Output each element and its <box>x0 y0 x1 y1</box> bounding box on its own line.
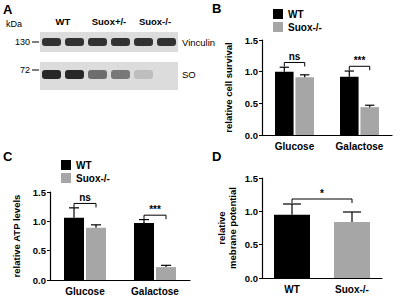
svg-text:1.0: 1.0 <box>245 66 258 77</box>
svg-text:*: * <box>320 188 324 199</box>
svg-text:1.5: 1.5 <box>245 173 259 184</box>
svg-text:***: *** <box>354 55 366 66</box>
svg-text:Suox-/-: Suox-/- <box>288 22 322 33</box>
svg-text:ns: ns <box>289 51 301 62</box>
svg-text:relative: relative <box>216 211 227 244</box>
svg-text:Glucose: Glucose <box>65 286 105 297</box>
svg-text:WT: WT <box>288 9 304 20</box>
svg-text:WT: WT <box>76 160 92 171</box>
svg-text:WT: WT <box>284 284 300 295</box>
svg-text:A: A <box>3 2 13 17</box>
svg-text:Galactose: Galactose <box>336 141 384 152</box>
svg-text:0.0: 0.0 <box>245 130 258 141</box>
svg-text:130: 130 <box>15 37 30 47</box>
svg-text:Suox-/-: Suox-/- <box>76 173 110 184</box>
svg-text:kDa: kDa <box>6 19 22 29</box>
svg-text:Suox+/-: Suox+/- <box>92 16 127 27</box>
svg-text:72: 72 <box>20 65 30 75</box>
svg-text:0.5: 0.5 <box>33 245 47 256</box>
svg-text:SO: SO <box>182 69 196 80</box>
svg-text:***: *** <box>149 204 161 215</box>
svg-text:0.0: 0.0 <box>33 275 46 286</box>
svg-text:Suox-/-: Suox-/- <box>139 16 171 27</box>
svg-text:relative ATP levels: relative ATP levels <box>11 195 22 278</box>
svg-text:1.5: 1.5 <box>245 35 259 46</box>
svg-text:B: B <box>212 1 221 16</box>
svg-text:relative cell survival: relative cell survival <box>223 42 234 132</box>
svg-text:0.0: 0.0 <box>245 273 258 284</box>
svg-text:0.5: 0.5 <box>245 239 259 250</box>
svg-text:mebrane potential: mebrane potential <box>227 187 238 269</box>
svg-text:Suox-/-: Suox-/- <box>335 284 369 295</box>
svg-text:Galactose: Galactose <box>131 286 179 297</box>
svg-text:ns: ns <box>79 192 91 203</box>
svg-text:0.5: 0.5 <box>245 98 259 109</box>
svg-text:1.0: 1.0 <box>33 216 46 227</box>
svg-text:Vinculin: Vinculin <box>182 37 215 48</box>
svg-text:Glucose: Glucose <box>275 141 315 152</box>
svg-text:D: D <box>212 149 221 164</box>
svg-text:C: C <box>3 149 13 164</box>
svg-text:WT: WT <box>56 16 71 27</box>
svg-text:1.5: 1.5 <box>33 187 47 198</box>
svg-text:1.0: 1.0 <box>245 206 258 217</box>
